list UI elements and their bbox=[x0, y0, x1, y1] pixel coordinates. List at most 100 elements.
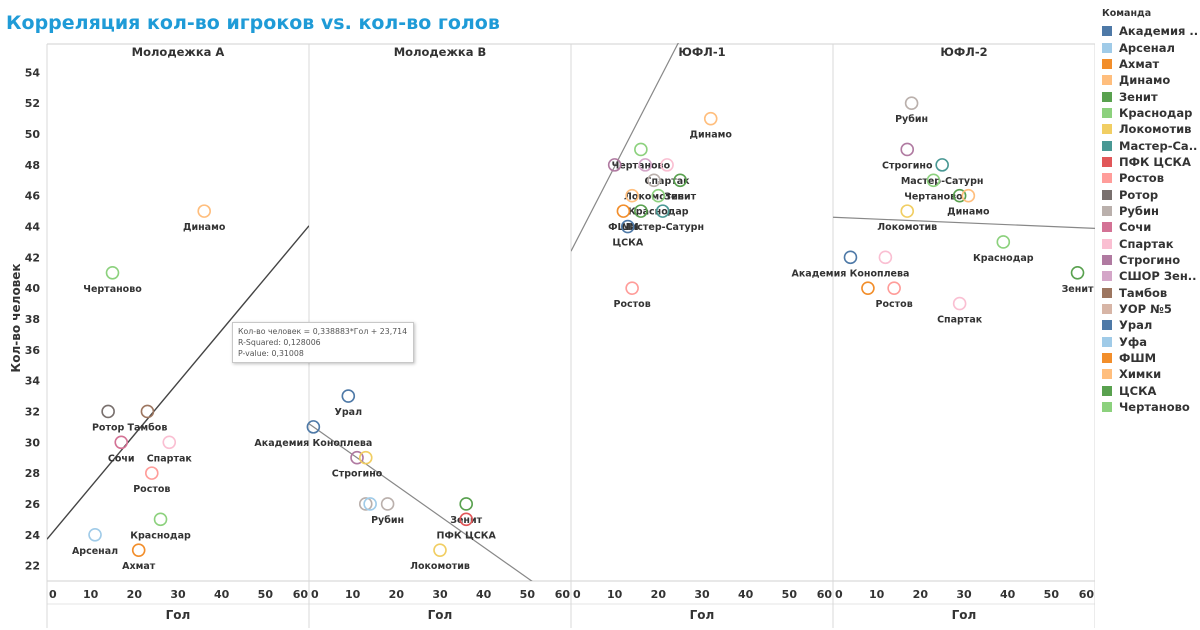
legend-item[interactable]: Чертаново bbox=[1098, 399, 1198, 415]
legend-item[interactable]: Краснодар bbox=[1098, 105, 1198, 121]
x-tick-label: 50 bbox=[1044, 588, 1060, 601]
x-tick-label: 30 bbox=[170, 588, 186, 601]
y-tick-label: 44 bbox=[25, 221, 41, 234]
point-label: Ротор bbox=[92, 422, 125, 433]
legend-label: Локомотив bbox=[1119, 122, 1192, 137]
legend-label: ПФК ЦСКА bbox=[1119, 154, 1191, 169]
legend-label: СШОР Зен.. bbox=[1119, 269, 1197, 284]
x-tick-label: 0 bbox=[835, 588, 843, 601]
data-point bbox=[647, 173, 661, 188]
x-tick-label: 10 bbox=[83, 588, 99, 601]
point-label: Строгино bbox=[882, 160, 933, 171]
data-point bbox=[153, 512, 168, 527]
point-label: Ростов bbox=[876, 299, 913, 310]
data-point bbox=[625, 188, 639, 203]
tooltip-r-squared: R-Squared: 0,128006 bbox=[238, 338, 321, 347]
legend-swatch bbox=[1102, 107, 1112, 118]
legend-item[interactable]: ЦСКА bbox=[1098, 383, 1198, 399]
point-label: Академия Коноплева bbox=[254, 438, 372, 449]
legend-swatch bbox=[1102, 320, 1112, 331]
point-label: Краснодар bbox=[130, 530, 191, 541]
x-tick-label: 40 bbox=[214, 588, 230, 601]
data-point bbox=[651, 188, 666, 203]
point-label: ФШМ bbox=[608, 222, 639, 233]
legend-item[interactable]: УОР №5 bbox=[1098, 301, 1198, 317]
legend-item[interactable]: Ростов bbox=[1098, 170, 1198, 186]
y-tick-label: 54 bbox=[25, 66, 41, 79]
tooltip-p-value: P-value: 0,31008 bbox=[238, 349, 304, 358]
point-label: Ростов bbox=[614, 299, 651, 310]
x-tick-label: 50 bbox=[520, 588, 536, 601]
legend-item[interactable]: Сочи bbox=[1098, 219, 1198, 235]
legend-swatch bbox=[1102, 140, 1112, 151]
legend-swatch bbox=[1102, 353, 1112, 364]
point-label: Академия Коноплева bbox=[791, 268, 909, 279]
legend-swatch bbox=[1102, 385, 1112, 396]
legend-swatch bbox=[1102, 287, 1112, 298]
data-point bbox=[703, 111, 718, 126]
y-tick-label: 30 bbox=[25, 436, 41, 449]
legend-item[interactable]: Локомотив bbox=[1098, 121, 1198, 137]
point-label: Спартак bbox=[645, 176, 691, 187]
point-label: Рубин bbox=[895, 114, 928, 125]
legend-label: Арсенал bbox=[1119, 40, 1175, 55]
data-point bbox=[358, 450, 373, 465]
legend-label: Краснодар bbox=[1119, 105, 1193, 120]
legend-swatch bbox=[1102, 271, 1112, 282]
point-label: Краснодар bbox=[973, 253, 1034, 264]
data-point bbox=[105, 265, 120, 280]
data-point bbox=[996, 235, 1011, 249]
point-label: Строгино bbox=[332, 469, 383, 480]
legend-item[interactable]: Мастер-Са.. bbox=[1098, 137, 1198, 153]
legend-item[interactable]: Ротор bbox=[1098, 186, 1198, 202]
legend-item[interactable]: Рубин bbox=[1098, 203, 1198, 219]
point-label: Рубин bbox=[371, 515, 404, 526]
x-tick-label: 30 bbox=[432, 588, 448, 601]
y-tick-label: 22 bbox=[25, 560, 40, 573]
data-point bbox=[861, 281, 875, 295]
data-point bbox=[459, 512, 474, 527]
legend-swatch bbox=[1102, 205, 1112, 216]
point-label: Локомотив bbox=[624, 191, 684, 202]
legend-swatch bbox=[1102, 26, 1112, 37]
legend-item[interactable]: Уфа bbox=[1098, 334, 1198, 350]
legend-item[interactable]: Ахмат bbox=[1098, 56, 1198, 72]
legend-item[interactable]: ПФК ЦСКА bbox=[1098, 154, 1198, 170]
point-label: Тамбов bbox=[128, 422, 168, 433]
legend-item[interactable]: Строгино bbox=[1098, 252, 1198, 268]
legend-item[interactable]: ФШМ bbox=[1098, 350, 1198, 366]
legend-label: Чертаново bbox=[1119, 400, 1190, 415]
data-point bbox=[88, 527, 102, 542]
data-point bbox=[607, 158, 622, 172]
y-tick-label: 40 bbox=[25, 282, 41, 295]
panel-title: ЮФЛ-2 bbox=[940, 45, 987, 59]
legend-item[interactable]: Арсенал bbox=[1098, 39, 1198, 55]
x-tick-label: 30 bbox=[956, 588, 972, 601]
legend-item[interactable]: Урал bbox=[1098, 317, 1198, 333]
point-label: Динамо bbox=[690, 130, 733, 141]
legend-item[interactable]: Тамбов bbox=[1098, 285, 1198, 301]
point-label: Локомотив bbox=[410, 561, 470, 572]
legend-swatch bbox=[1102, 91, 1112, 102]
legend-label: ЦСКА bbox=[1119, 383, 1157, 398]
legend-item[interactable]: Спартак bbox=[1098, 235, 1198, 251]
x-tick-label: 20 bbox=[127, 588, 143, 601]
point-label: Спартак bbox=[147, 453, 193, 464]
panel-4: ЮФЛ-2 0 10 20 30 40 50 60 Гол Рубин Строгино Мастер… bbox=[791, 45, 1095, 622]
data-point bbox=[114, 435, 129, 450]
legend-item[interactable]: Динамо bbox=[1098, 72, 1198, 88]
point-label: Мастер-Сатурн bbox=[901, 176, 984, 187]
legend-item[interactable]: Академия .. bbox=[1098, 23, 1198, 39]
y-tick-label: 46 bbox=[25, 190, 41, 203]
legend-swatch bbox=[1102, 402, 1112, 413]
x-tick-label: 30 bbox=[694, 588, 710, 601]
data-point bbox=[673, 173, 687, 188]
point-label: Ростов bbox=[133, 484, 170, 495]
legend-label: Ростов bbox=[1119, 171, 1164, 186]
data-point bbox=[843, 250, 858, 265]
legend-item[interactable]: Зенит bbox=[1098, 88, 1198, 104]
legend-item[interactable]: СШОР Зен.. bbox=[1098, 268, 1198, 284]
data-point bbox=[1070, 265, 1085, 280]
legend-item[interactable]: Химки bbox=[1098, 366, 1198, 382]
data-point bbox=[380, 497, 395, 511]
